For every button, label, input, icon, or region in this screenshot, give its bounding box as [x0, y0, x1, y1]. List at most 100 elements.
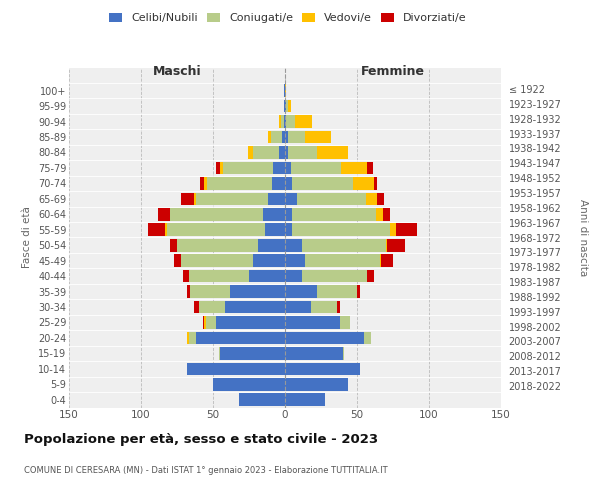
Bar	[268, 130, 271, 143]
Y-axis label: Anni di nascita: Anni di nascita	[578, 199, 589, 276]
Bar	[285, 84, 286, 97]
Bar	[285, 270, 302, 282]
Bar	[376, 208, 383, 220]
Bar	[207, 177, 272, 190]
Bar	[200, 177, 205, 190]
Bar	[219, 347, 220, 360]
Bar	[205, 316, 206, 329]
Bar	[285, 332, 364, 344]
Bar	[183, 270, 188, 282]
Bar	[317, 286, 357, 298]
Bar	[285, 177, 292, 190]
Bar	[377, 192, 385, 205]
Bar	[288, 100, 291, 112]
Bar	[288, 146, 317, 159]
Bar	[305, 130, 331, 143]
Bar	[199, 300, 224, 314]
Bar	[158, 208, 170, 220]
Bar	[374, 177, 377, 190]
Bar	[285, 208, 292, 220]
Bar	[216, 316, 285, 329]
Bar	[292, 224, 390, 236]
Bar	[285, 300, 311, 314]
Bar	[220, 347, 285, 360]
Bar	[367, 162, 373, 174]
Y-axis label: Fasce di età: Fasce di età	[22, 206, 32, 268]
Bar	[181, 254, 253, 267]
Bar	[285, 254, 305, 267]
Bar	[288, 130, 305, 143]
Bar	[196, 332, 285, 344]
Bar	[285, 116, 286, 128]
Bar	[213, 378, 285, 390]
Bar	[188, 270, 249, 282]
Bar	[380, 254, 382, 267]
Bar	[382, 254, 393, 267]
Bar	[285, 146, 288, 159]
Bar	[272, 177, 285, 190]
Text: Popolazione per età, sesso e stato civile - 2023: Popolazione per età, sesso e stato civil…	[24, 432, 378, 446]
Bar	[216, 162, 220, 174]
Bar	[367, 270, 374, 282]
Text: Femmine: Femmine	[361, 66, 425, 78]
Bar	[285, 286, 317, 298]
Legend: Celibi/Nubili, Coniugati/e, Vedovi/e, Divorziati/e: Celibi/Nubili, Coniugati/e, Vedovi/e, Di…	[107, 10, 469, 26]
Bar	[282, 130, 285, 143]
Bar	[230, 286, 285, 298]
Bar	[292, 177, 353, 190]
Bar	[357, 286, 360, 298]
Bar	[387, 239, 404, 252]
Bar	[285, 378, 349, 390]
Bar	[340, 316, 350, 329]
Bar	[291, 162, 341, 174]
Bar	[188, 332, 196, 344]
Bar	[220, 162, 223, 174]
Bar	[274, 162, 285, 174]
Bar	[223, 162, 274, 174]
Bar	[265, 224, 285, 236]
Bar	[285, 362, 360, 375]
Bar	[341, 162, 367, 174]
Bar	[285, 394, 325, 406]
Bar	[248, 146, 253, 159]
Bar	[206, 316, 216, 329]
Bar	[390, 224, 396, 236]
Bar	[167, 224, 265, 236]
Bar	[194, 192, 196, 205]
Bar	[285, 316, 340, 329]
Bar	[383, 208, 390, 220]
Bar	[364, 332, 371, 344]
Bar	[353, 177, 374, 190]
Bar	[396, 224, 418, 236]
Bar	[285, 224, 292, 236]
Bar	[239, 394, 285, 406]
Bar	[343, 347, 344, 360]
Bar	[302, 270, 367, 282]
Bar	[224, 300, 285, 314]
Bar	[196, 192, 268, 205]
Bar	[337, 300, 340, 314]
Bar	[253, 254, 285, 267]
Bar	[386, 239, 387, 252]
Text: Maschi: Maschi	[152, 66, 202, 78]
Bar	[263, 208, 285, 220]
Bar	[257, 239, 285, 252]
Bar	[148, 224, 166, 236]
Bar	[194, 300, 199, 314]
Bar	[284, 84, 285, 97]
Bar	[253, 146, 279, 159]
Bar	[279, 116, 281, 128]
Bar	[279, 146, 285, 159]
Text: COMUNE DI CERESARA (MN) - Dati ISTAT 1° gennaio 2023 - Elaborazione TUTTITALIA.I: COMUNE DI CERESARA (MN) - Dati ISTAT 1° …	[24, 466, 388, 475]
Bar	[285, 192, 296, 205]
Bar	[181, 192, 194, 205]
Bar	[205, 177, 207, 190]
Bar	[302, 239, 386, 252]
Bar	[170, 208, 263, 220]
Bar	[174, 254, 181, 267]
Bar	[170, 239, 177, 252]
Bar	[285, 100, 286, 112]
Bar	[190, 286, 230, 298]
Bar	[187, 286, 190, 298]
Bar	[311, 300, 337, 314]
